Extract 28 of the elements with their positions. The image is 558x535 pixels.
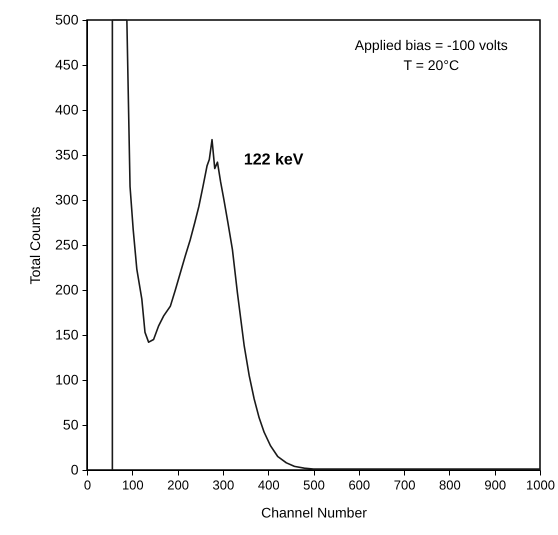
x-tick-label: 100 <box>122 478 144 492</box>
x-tick-label: 200 <box>167 478 189 492</box>
x-tick-label: 400 <box>258 478 280 492</box>
x-tick-label: 1000 <box>526 478 555 492</box>
y-axis-title: Total Counts <box>27 206 44 284</box>
y-tick-label: 100 <box>55 372 79 388</box>
x-axis-title: Channel Number <box>261 504 368 520</box>
x-tick-label: 700 <box>394 478 416 492</box>
y-tick-label: 150 <box>55 326 79 342</box>
y-tick-label: 350 <box>55 146 79 162</box>
line-series <box>112 19 541 471</box>
y-tick-label: 300 <box>55 192 79 208</box>
x-tick-label: 600 <box>348 478 370 492</box>
x-tick-label: 500 <box>303 478 325 492</box>
annotation: 122 keV <box>244 152 304 168</box>
y-tick-label: 250 <box>55 236 79 252</box>
annotation: Applied bias = -100 volts <box>354 37 508 53</box>
y-tick-label: 450 <box>55 56 79 72</box>
x-tick-label: 900 <box>484 478 506 492</box>
x-tick-label: 800 <box>439 478 461 492</box>
x-tick-label: 0 <box>84 478 92 492</box>
y-tick-label: 0 <box>70 462 79 478</box>
y-tick-label: 200 <box>55 282 79 298</box>
y-tick-label: 50 <box>62 416 79 432</box>
y-tick-label: 500 <box>55 12 79 28</box>
annotation: T = 20°C <box>404 57 460 73</box>
y-tick-label: 400 <box>55 102 79 118</box>
x-tick-label: 300 <box>212 478 234 492</box>
